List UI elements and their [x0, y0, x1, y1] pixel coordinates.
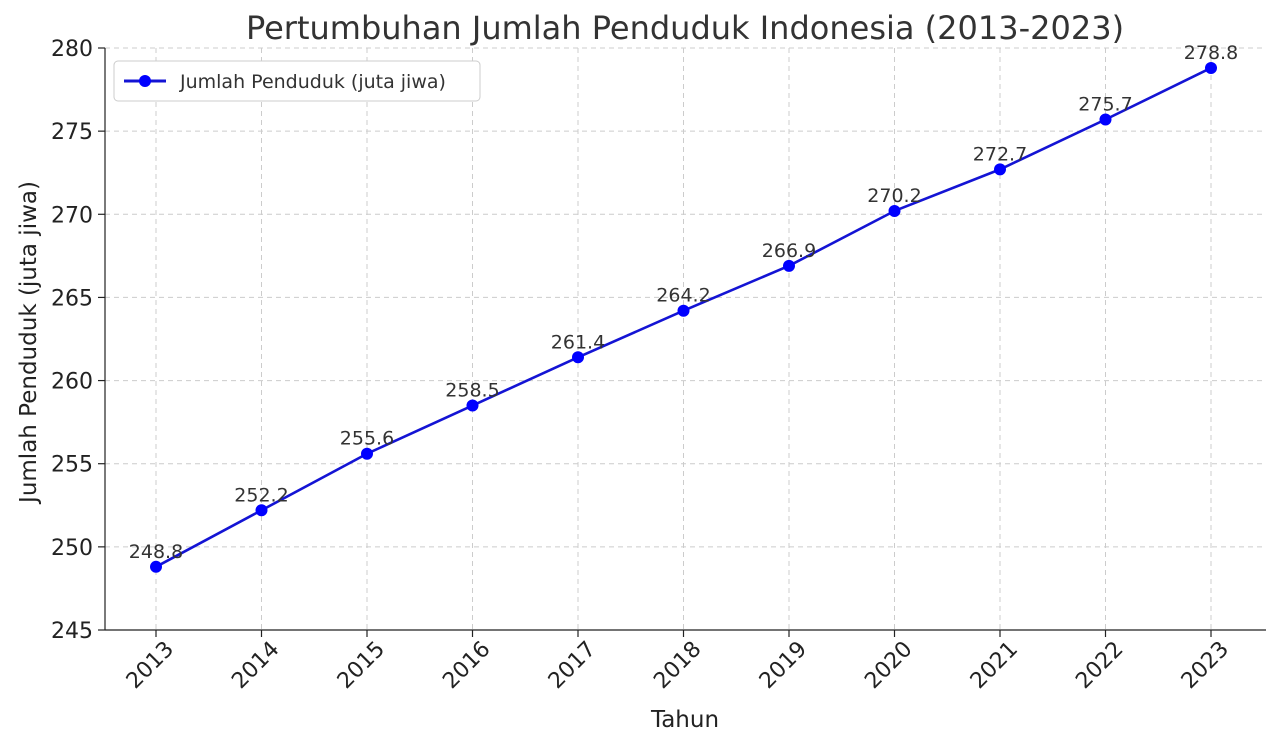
x-tick-label: 2020 [860, 637, 917, 694]
data-labels: 248.8 252.2 255.6 258.5 261.4 264.2 266.9 270.2… [129, 42, 1238, 563]
data-label: 275.7 [1078, 94, 1132, 116]
data-point-marker [150, 560, 162, 573]
data-point-marker [888, 204, 901, 217]
data-point-marker [677, 304, 690, 317]
x-tick-label: 2023 [1177, 637, 1234, 694]
legend: Jumlah Penduduk (juta jiwa) [113, 60, 481, 102]
y-tick-label: 245 [51, 619, 93, 644]
data-point-marker [1099, 113, 1112, 126]
legend-marker-icon [139, 75, 151, 87]
y-tick-label: 280 [51, 37, 93, 62]
data-label: 252.2 [234, 484, 288, 506]
data-point-marker [994, 163, 1006, 176]
x-tick-label: 2015 [333, 637, 390, 694]
x-axis-label: Tahun [650, 707, 719, 733]
chart-title: Pertumbuhan Jumlah Penduduk Indonesia (2… [246, 9, 1124, 47]
y-tick-label: 265 [51, 286, 93, 311]
data-point-marker [1205, 61, 1217, 74]
data-point-marker [572, 351, 584, 364]
y-tick-label: 275 [51, 120, 93, 145]
y-tick-label: 260 [51, 370, 93, 395]
data-label: 272.7 [973, 143, 1027, 165]
axes [104, 48, 1266, 631]
data-point-marker [361, 447, 373, 460]
data-label: 266.9 [762, 240, 816, 262]
x-tick-label: 2022 [1071, 637, 1128, 694]
data-label: 278.8 [1184, 42, 1238, 64]
x-tick-label: 2019 [755, 637, 812, 694]
grid-lines [105, 47, 1266, 630]
data-label: 248.8 [129, 541, 183, 563]
x-tick-label: 2018 [649, 637, 706, 694]
y-tick-label: 255 [51, 453, 93, 478]
x-tick-label: 2021 [966, 637, 1023, 694]
data-point-marker [255, 504, 268, 517]
data-label: 255.6 [340, 428, 394, 450]
data-point-marker [783, 259, 795, 272]
legend-label: Jumlah Penduduk (juta jiwa) [179, 71, 446, 93]
x-tick-label: 2014 [227, 637, 284, 694]
x-axis-ticks: 2013 2014 2015 2016 2017 2018 2019 2020 2021 2022… [122, 630, 1234, 694]
y-axis-label: Jumlah Penduduk (juta jiwa) [16, 181, 42, 505]
data-label: 258.5 [445, 380, 499, 402]
x-tick-label: 2016 [438, 637, 495, 694]
x-tick-label: 2013 [122, 637, 179, 694]
data-label: 270.2 [867, 185, 921, 207]
y-tick-label: 270 [51, 203, 93, 228]
x-tick-label: 2017 [544, 637, 601, 694]
data-label: 261.4 [551, 331, 605, 353]
y-axis-ticks: 245 250 255 260 265 270 275 280 [51, 37, 105, 644]
data-point-marker [466, 399, 479, 412]
legend-box [113, 60, 481, 102]
y-tick-label: 250 [51, 536, 93, 561]
series-layer [150, 61, 1217, 573]
data-label: 264.2 [656, 285, 710, 307]
